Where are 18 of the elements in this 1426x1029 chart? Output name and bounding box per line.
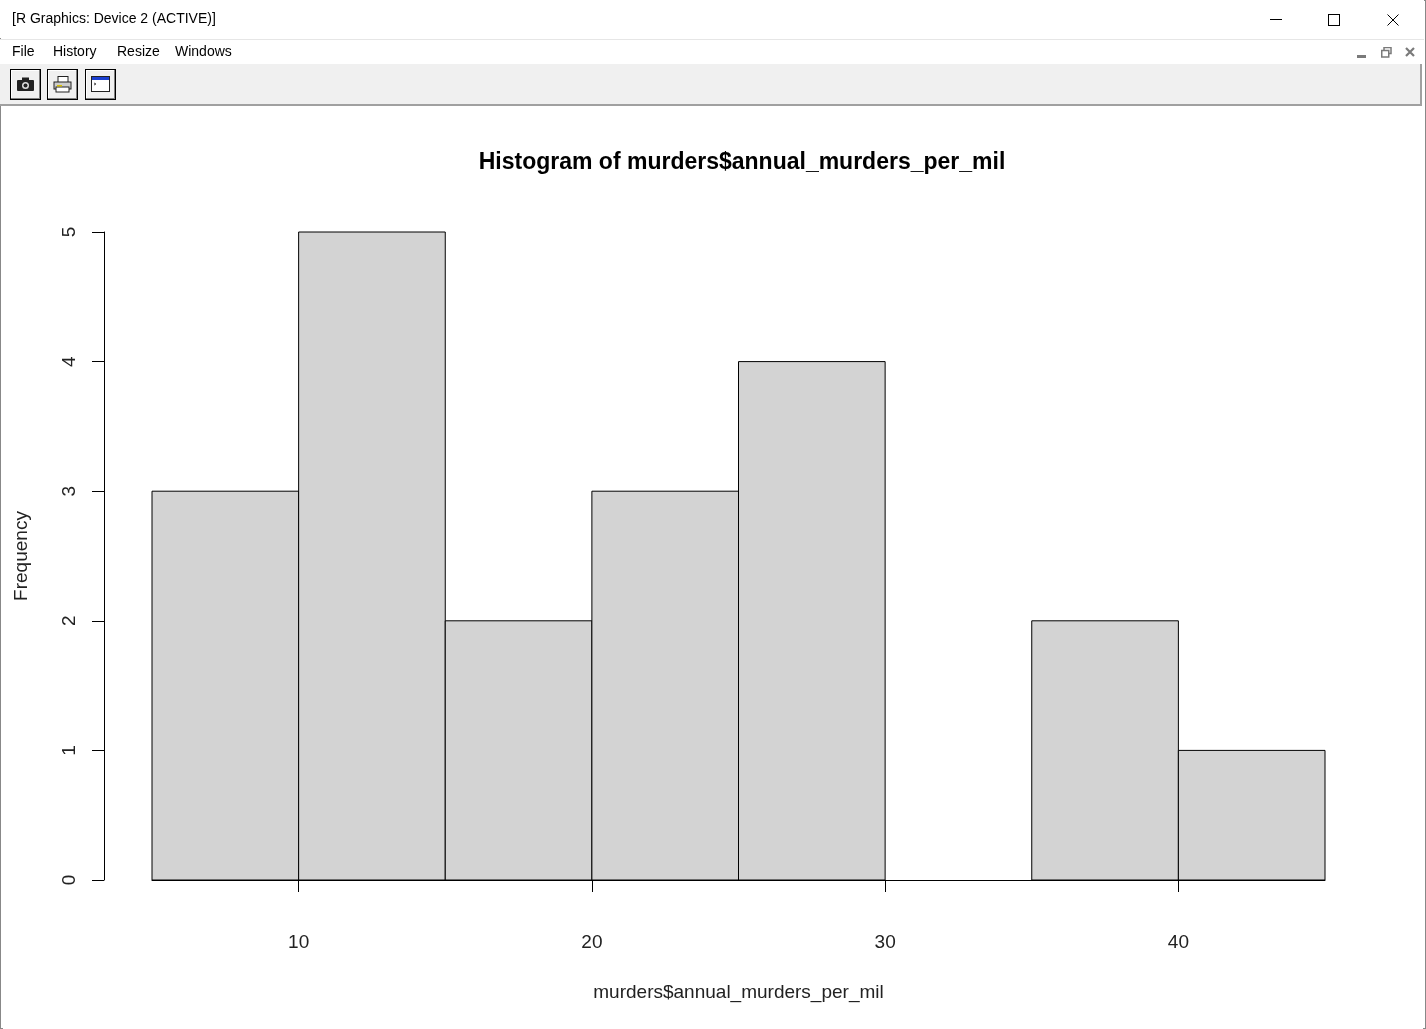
y-tick-label: 5	[58, 226, 79, 238]
x-tick-label: 10	[288, 931, 310, 952]
x-axis-title: murders$annual_murders_per_mil	[593, 981, 884, 1003]
x-tick-label: 30	[874, 931, 896, 952]
text: File	[12, 43, 35, 59]
y-tick-label: 3	[58, 485, 79, 497]
text: Resize	[117, 43, 160, 59]
text: Windows	[175, 43, 232, 59]
y-tick-label: 0	[58, 874, 79, 886]
y-tick-label: 2	[58, 615, 79, 627]
y-tick-label: 4	[58, 355, 79, 367]
x-tick-label: 40	[1167, 931, 1189, 952]
chart-title: Histogram of murders$annual_murders_per_mil	[478, 147, 1006, 174]
y-tick-label: 1	[58, 745, 79, 756]
y-axis-title: Frequency	[10, 510, 31, 601]
text: History	[53, 43, 97, 59]
text: [R Graphics: Device 2 (ACTIVE)]	[12, 10, 216, 26]
x-tick-label: 20	[581, 931, 603, 952]
